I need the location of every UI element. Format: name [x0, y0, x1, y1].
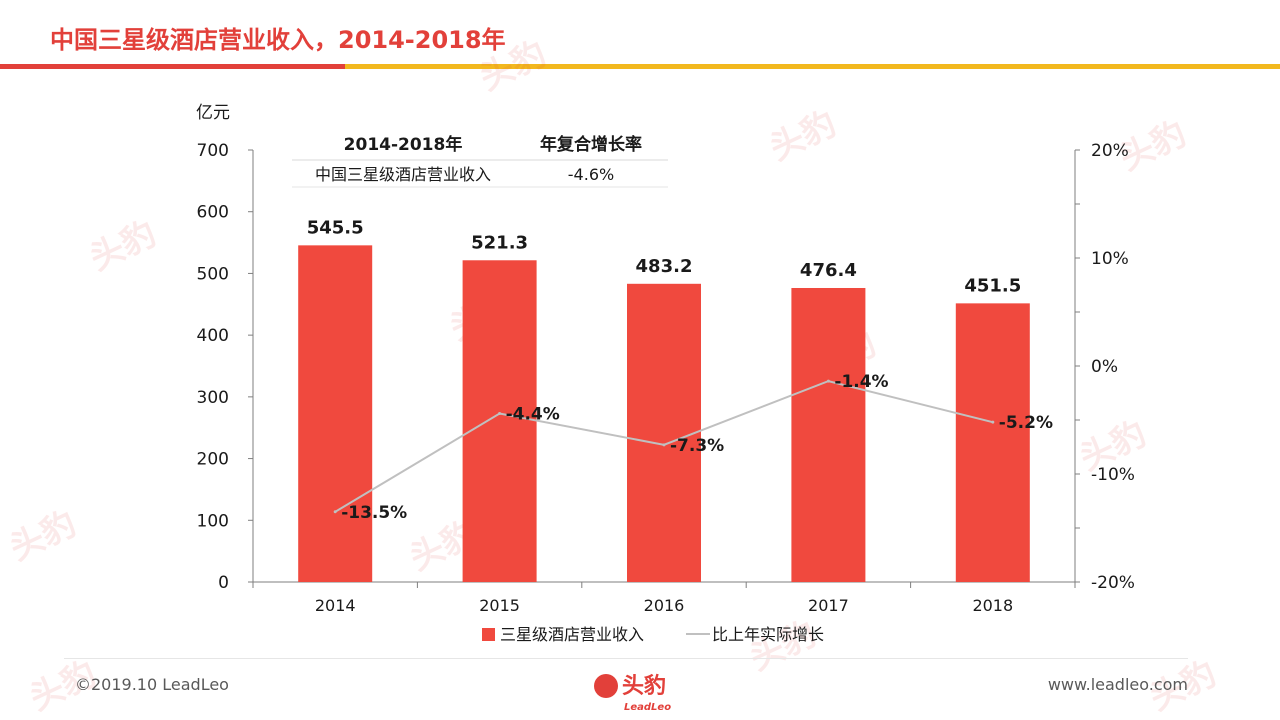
y-tick-label: 700	[197, 141, 229, 161]
growth-value-label: -13.5%	[341, 503, 407, 523]
legend-bar-label: 三星级酒店营业收入	[500, 625, 644, 644]
y-tick-label: 400	[197, 326, 229, 346]
logo-subtext: LeadLeo	[624, 702, 671, 713]
summary-row-label: 中国三星级酒店营业收入	[315, 165, 491, 184]
x-tick-label: 2016	[644, 596, 685, 615]
summary-header-cagr: 年复合增长率	[540, 134, 642, 155]
x-tick-label: 2015	[479, 596, 520, 615]
bar-series	[298, 245, 1030, 582]
y-tick-label: 200	[197, 450, 229, 470]
bar	[298, 245, 373, 582]
y2-tick-label: -20%	[1091, 573, 1135, 593]
bar	[791, 287, 866, 582]
x-tick-label: 2017	[808, 596, 849, 615]
y2-tick-label: -10%	[1091, 465, 1135, 485]
growth-point	[498, 412, 502, 416]
footer-divider	[64, 658, 1188, 659]
x-tick-label: 2014	[315, 596, 356, 615]
bar-value-label: 476.4	[800, 260, 857, 281]
y-tick-label: 100	[197, 511, 229, 531]
y2-tick-label: 10%	[1091, 249, 1129, 269]
logo-text: 头豹	[622, 673, 666, 699]
title-underline-red	[0, 64, 345, 69]
logo-mark-icon	[594, 674, 618, 698]
growth-point	[826, 379, 830, 383]
y-tick-label: 500	[197, 264, 229, 284]
growth-point	[662, 443, 666, 447]
title-underline-yellow	[345, 64, 1280, 69]
growth-point	[991, 420, 995, 424]
growth-value-label: -7.3%	[670, 436, 724, 456]
bar-value-label: 451.5	[964, 275, 1021, 296]
growth-value-label: -1.4%	[834, 372, 888, 392]
bar-value-label: 483.2	[636, 256, 693, 277]
chart-legend: 三星级酒店营业收入 比上年实际增长	[482, 625, 824, 644]
growth-value-label: -5.2%	[999, 413, 1053, 433]
footer-copyright: ©2019.10 LeadLeo	[75, 675, 229, 694]
y-tick-label: 600	[197, 203, 229, 223]
y-tick-label: 0	[218, 573, 229, 593]
legend-line-label: 比上年实际增长	[712, 625, 824, 644]
growth-line-series	[333, 379, 995, 514]
bar-value-label: 545.5	[307, 217, 364, 238]
growth-point	[333, 510, 337, 514]
bar	[462, 260, 537, 582]
bar	[955, 303, 1030, 582]
y2-tick-label: 0%	[1091, 357, 1118, 377]
summary-row-value: -4.6%	[568, 165, 614, 184]
y-tick-label: 300	[197, 388, 229, 408]
legend-bar-swatch	[482, 628, 495, 641]
footer-logo: 头豹 LeadLeo	[594, 673, 671, 713]
growth-value-label: -4.4%	[506, 405, 560, 425]
x-tick-label: 2018	[972, 596, 1013, 615]
bar	[627, 283, 701, 582]
y-axis-unit-label: 亿元	[196, 103, 230, 123]
summary-header-period: 2014-2018年	[344, 134, 463, 155]
data-labels: 545.5 521.3 483.2 476.4 451.5 -13.5% -4.4% -7.3…	[307, 217, 1053, 522]
summary-table: 2014-2018年 年复合增长率 中国三星级酒店营业收入 -4.6%	[292, 134, 668, 188]
y2-tick-label: 20%	[1091, 141, 1129, 161]
bar-value-label: 521.3	[471, 232, 528, 253]
footer-url[interactable]: www.leadleo.com	[1047, 675, 1188, 694]
page-title: 中国三星级酒店营业收入，2014-2018年	[50, 26, 506, 54]
